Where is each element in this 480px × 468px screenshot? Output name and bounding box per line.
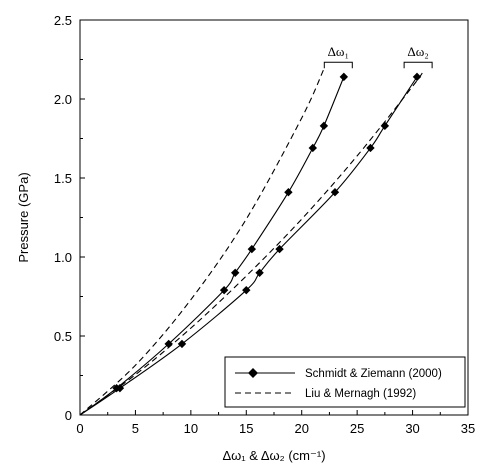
data-point — [255, 268, 264, 277]
data-point — [275, 244, 284, 254]
y-tick-label: 1.0 — [54, 250, 72, 265]
plot-area — [79, 19, 469, 416]
legend-label: Schmidt & Ziemann (2000) — [305, 368, 442, 380]
y-tick-label: 0 — [65, 408, 72, 423]
data-point — [231, 268, 240, 277]
x-tick-label: 15 — [239, 421, 253, 436]
y-axis: 0 0.5 1.0 1.5 2.0 2.5 — [54, 13, 85, 423]
x-tick-label: 35 — [461, 421, 475, 436]
y-tick-label: 2.0 — [54, 92, 72, 107]
x-axis: 0 5 10 15 20 25 30 35 — [76, 410, 475, 436]
annotation-bracket — [403, 61, 433, 69]
x-tick-label: 25 — [350, 421, 364, 436]
y-tick-label: 0.5 — [54, 329, 72, 344]
data-point — [115, 383, 125, 393]
data-point — [412, 72, 422, 82]
data-point — [164, 339, 173, 349]
data-point — [308, 143, 317, 153]
series-line-solid — [79, 76, 418, 416]
legend-label: Liu & Mernagh (1992) — [305, 388, 416, 400]
annotation-label: Δω₂ — [407, 44, 428, 59]
series-line-dashed — [79, 68, 325, 416]
y-tick-label: 1.5 — [54, 171, 72, 186]
x-tick-label: 5 — [132, 421, 139, 436]
data-point — [177, 339, 187, 349]
y-tick-label: 2.5 — [54, 13, 72, 28]
data-point — [242, 285, 251, 295]
marker-layer — [112, 72, 422, 393]
data-point — [284, 188, 293, 197]
data-point — [339, 72, 349, 82]
plot-frame — [79, 19, 469, 416]
series-line-dashed — [79, 70, 425, 416]
x-tick-label: 0 — [76, 421, 83, 436]
y-axis-title: Pressure (GPa) — [16, 172, 31, 262]
series-layer — [79, 68, 425, 416]
legend-box — [224, 356, 466, 408]
x-tick-label: 30 — [405, 421, 419, 436]
series-line-solid — [79, 76, 345, 416]
legend-swatch-diamond — [248, 368, 258, 378]
data-point — [330, 188, 340, 197]
legend: Schmidt & Ziemann (2000) Liu & Mernagh (… — [224, 356, 466, 408]
annotation-label: Δω₁ — [328, 44, 349, 59]
annotation-bracket — [323, 61, 353, 69]
data-point — [380, 121, 390, 131]
data-point — [319, 121, 329, 131]
x-tick-label: 10 — [184, 421, 198, 436]
x-axis-title: Δω₁ & Δω₂ (cm⁻¹) — [222, 448, 325, 463]
x-tick-label: 20 — [294, 421, 308, 436]
annotation-layer: Δω₁ Δω₂ — [323, 44, 433, 69]
data-point — [219, 285, 229, 295]
data-point — [366, 143, 375, 153]
data-point — [247, 244, 257, 254]
